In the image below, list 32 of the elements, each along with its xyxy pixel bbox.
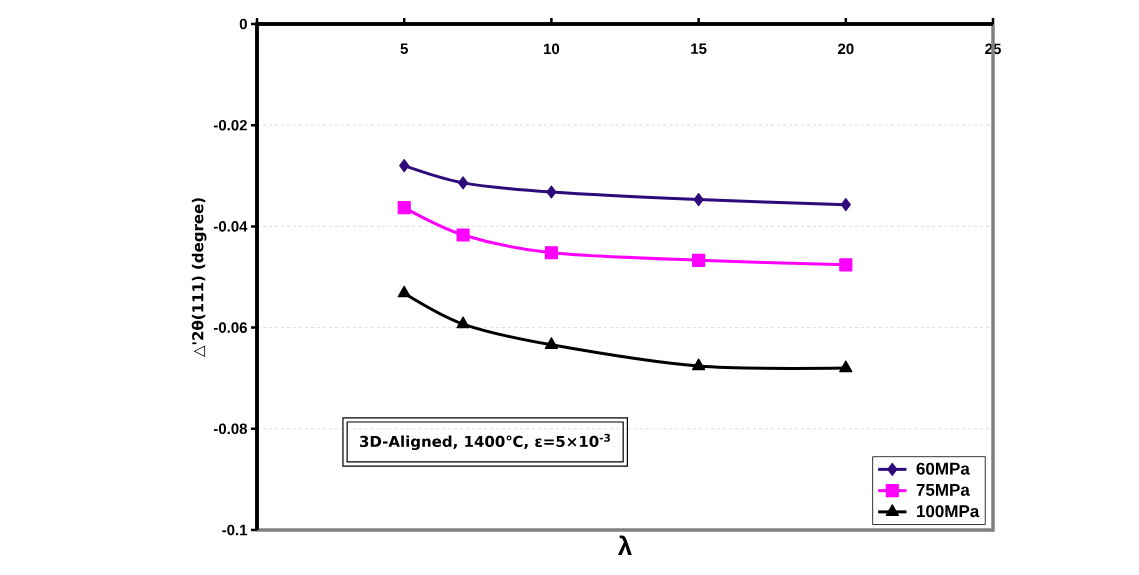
y-tick-label: -0.04 [213, 221, 248, 232]
y-tick-label: -0.1 [222, 524, 248, 536]
y-tick-label: -0.06 [213, 322, 247, 333]
x-tick-label: 20 [837, 43, 854, 55]
point [692, 253, 706, 267]
point [839, 360, 853, 373]
legend-label: 100MPa [917, 505, 980, 518]
point [839, 258, 853, 272]
point [691, 358, 706, 371]
y-tick-label: -0.08 [213, 423, 248, 435]
point [840, 198, 851, 212]
y-tick-label: -0.02 [213, 119, 247, 131]
point [544, 337, 559, 349]
y-axis-title: △'2θ(111) (degree) [191, 198, 207, 358]
point [399, 159, 410, 173]
legend-label: 75MPa [916, 484, 970, 496]
x-tick-label: 5 [400, 43, 408, 54]
legend-label: 60MPa [916, 462, 970, 475]
point [397, 285, 411, 298]
x-tick-label: 25 [985, 43, 1001, 55]
x-tick-label: 10 [544, 43, 560, 55]
x-axis-title: λ [617, 535, 632, 556]
point [458, 176, 469, 190]
point [456, 316, 470, 329]
annotation: 3D-Aligned, 1400℃, ε=5×10$^{-3}$ [360, 433, 610, 451]
x-tick-label: 15 [691, 43, 707, 54]
point [397, 201, 411, 215]
point [546, 185, 557, 199]
point [693, 193, 704, 207]
y-tick-label: 0 [239, 18, 247, 30]
point [456, 228, 470, 242]
point [544, 246, 558, 260]
